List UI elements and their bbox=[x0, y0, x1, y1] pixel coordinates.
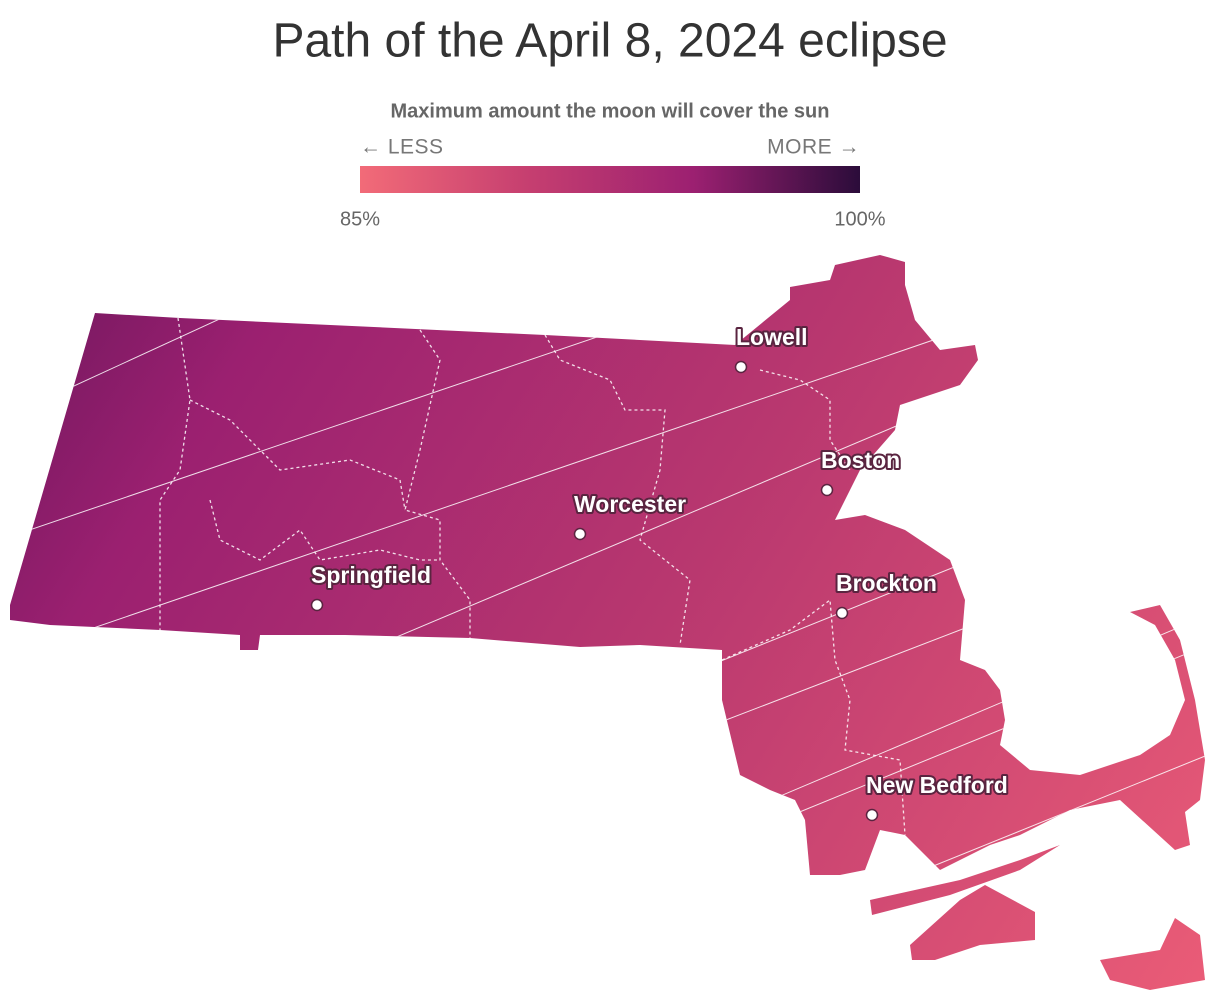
contour bbox=[10, 299, 1051, 661]
county-line bbox=[544, 334, 691, 646]
legend-less: ← LESS bbox=[360, 136, 444, 159]
map-title: Path of the April 8, 2024 eclipse bbox=[272, 15, 947, 68]
county-lines bbox=[159, 317, 906, 836]
city: Worcester bbox=[572, 489, 688, 541]
city-dot bbox=[820, 483, 834, 497]
legend-scale bbox=[360, 166, 860, 193]
state-map bbox=[10, 255, 1205, 990]
legend-title: Maximum amount the moon will cover the s… bbox=[391, 100, 830, 122]
county-line bbox=[404, 329, 471, 640]
city: Lowell bbox=[734, 322, 810, 374]
city-dot bbox=[734, 360, 748, 374]
city-label: Boston bbox=[821, 447, 900, 473]
city-dot bbox=[865, 808, 879, 822]
city-label: New Bedford bbox=[866, 772, 1008, 798]
county-line bbox=[189, 399, 406, 511]
city-label: Lowell bbox=[736, 324, 808, 350]
county-line bbox=[721, 598, 906, 836]
city: Brockton bbox=[834, 568, 939, 620]
county-line bbox=[159, 317, 191, 630]
city-dot bbox=[835, 606, 849, 620]
city-label: Worcester bbox=[574, 491, 686, 517]
city: Boston bbox=[819, 445, 902, 497]
city-label: Springfield bbox=[311, 562, 431, 588]
city-dot bbox=[310, 598, 324, 612]
legend-max: 100% bbox=[834, 208, 885, 230]
cities: Lowell Boston Worcester Springfield Broc… bbox=[309, 322, 1010, 822]
city-label: Brockton bbox=[836, 570, 937, 596]
city: Springfield bbox=[309, 560, 433, 612]
county-line bbox=[209, 499, 440, 561]
legend-min: 85% bbox=[340, 208, 380, 230]
legend-more: MORE → bbox=[767, 136, 860, 159]
city: New Bedford bbox=[864, 770, 1010, 822]
city-dot bbox=[573, 527, 587, 541]
